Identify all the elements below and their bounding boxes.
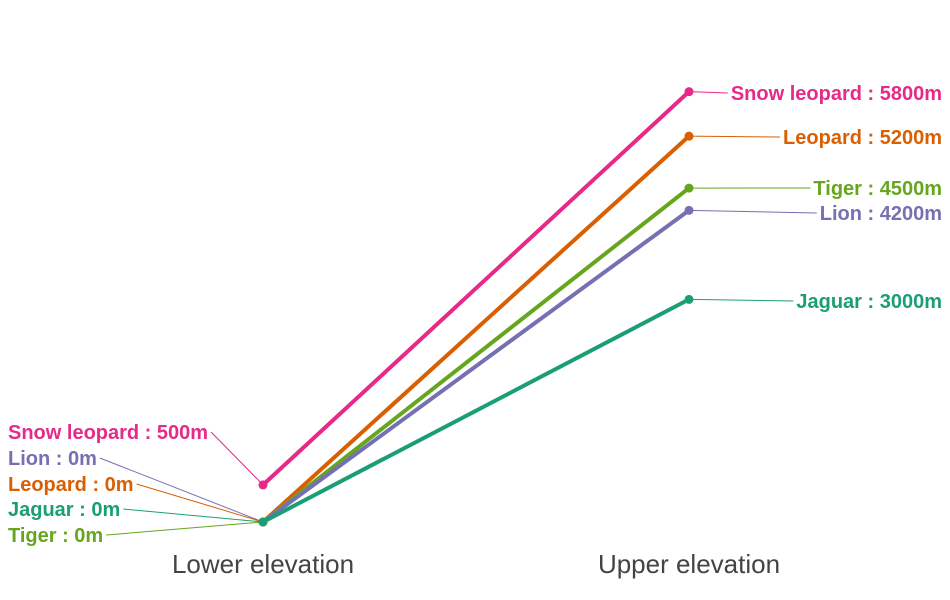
right-point-label: Jaguar : 3000m: [796, 291, 942, 313]
data-point: [684, 131, 694, 141]
x-tick-label: Upper elevation: [598, 549, 780, 579]
data-point: [684, 205, 694, 215]
right-point-label: Leopard : 5200m: [783, 127, 942, 149]
data-point: [684, 183, 694, 193]
series-points: [258, 87, 694, 527]
label-leader-line: [136, 483, 264, 523]
data-point: [684, 87, 694, 97]
label-leader-line: [688, 209, 817, 214]
label-leader-line: [106, 521, 264, 536]
label-leaders: [99, 91, 817, 536]
label-leader-line: [688, 91, 728, 94]
series-line: [261, 89, 691, 487]
point-labels: Snow leopard : 500m Lion : 0m Leopard : 0m…: [8, 83, 942, 547]
left-point-label: Jaguar : 0m: [8, 499, 120, 521]
label-leader-line: [123, 508, 264, 523]
left-point-label: Leopard : 0m: [8, 474, 134, 496]
right-point-label: Snow leopard : 5800m: [731, 83, 942, 105]
x-tick-label: Lower elevation: [172, 549, 354, 579]
data-point: [258, 517, 268, 527]
left-point-label: Tiger : 0m: [8, 525, 103, 547]
label-leader-line: [688, 298, 794, 302]
label-leader-line: [210, 431, 264, 486]
left-point-label: Lion : 0m: [8, 448, 97, 470]
label-leader-line: [688, 135, 781, 138]
right-point-label: Lion : 4200m: [820, 203, 942, 225]
series-line: [261, 297, 691, 524]
series-line: [261, 134, 691, 524]
left-point-label: Snow leopard : 500m: [8, 422, 208, 444]
right-point-label: Tiger : 4500m: [813, 178, 942, 200]
series-line: [261, 186, 691, 524]
x-axis: Lower elevation Upper elevation: [172, 549, 780, 579]
series-lines: [261, 89, 691, 524]
data-point: [258, 480, 268, 490]
series-line: [261, 208, 691, 524]
label-leader-line: [99, 457, 264, 523]
data-point: [684, 294, 694, 304]
